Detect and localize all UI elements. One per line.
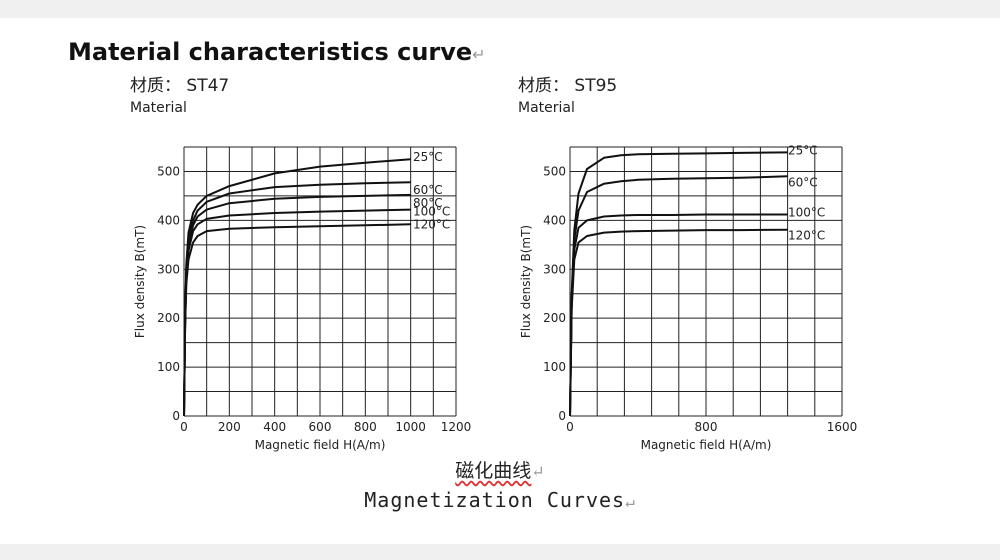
material-label: Material (130, 100, 187, 116)
caption-chinese: 磁化曲线 (455, 460, 532, 482)
series-label: 120°C (788, 229, 825, 243)
series-label: 25°C (788, 143, 818, 157)
x-tick-label: 0 (180, 420, 188, 434)
return-mark-icon: ↵ (531, 462, 545, 481)
x-tick-label: 800 (354, 420, 377, 434)
series-label: 100°C (788, 205, 825, 219)
series-label: 60°C (413, 183, 443, 197)
series-label: 25°C (413, 150, 443, 164)
page-heading: Material characteristics curve↵ (68, 38, 486, 66)
series-label: 80°C (413, 196, 443, 210)
y-tick-label: 0 (172, 409, 180, 423)
x-tick-label: 1000 (395, 420, 426, 434)
return-mark-icon: ↵ (625, 492, 636, 511)
y-tick-label: 200 (543, 311, 566, 325)
x-axis-label: Magnetic field H(A/m) (641, 438, 772, 452)
grid (183, 146, 457, 417)
y-tick-label: 0 (558, 409, 566, 423)
return-mark-icon: ↵ (472, 45, 486, 64)
series-line-120C (569, 228, 788, 417)
chart-st95: 材质： ST95 Material 0 800 1600 0 100 200 300 400 500… (518, 76, 858, 452)
y-tick-label: 500 (157, 164, 180, 178)
caption-chinese-line: 磁化曲线↵ (0, 456, 1000, 483)
material-label: Material (518, 100, 575, 116)
x-tick-label: 1600 (827, 420, 858, 434)
x-tick-label: 1200 (441, 420, 472, 434)
x-tick-label: 200 (218, 420, 241, 434)
y-tick-label: 100 (543, 360, 566, 374)
material-code-label: 材质： ST95 (518, 76, 617, 96)
y-tick-label: 500 (543, 164, 566, 178)
caption-english-line: Magnetization Curves↵ (0, 488, 1000, 512)
y-tick-label: 300 (157, 262, 180, 276)
x-tick-label: 0 (566, 420, 574, 434)
y-tick-label: 400 (543, 213, 566, 227)
chart-st47: 材质： ST47 Material 0 200 400 600 800 1000 1200 0 10… (130, 76, 472, 452)
y-axis-label: Flux density B(mT) (519, 225, 533, 338)
series-label: 60°C (788, 175, 818, 189)
y-tick-label: 200 (157, 311, 180, 325)
y-tick-label: 300 (543, 262, 566, 276)
x-axis-label: Magnetic field H(A/m) (255, 438, 386, 452)
series-label: 100°C (413, 205, 450, 219)
page: Material characteristics curve↵ 材质： ST47… (0, 18, 1000, 544)
x-tick-label: 600 (309, 420, 332, 434)
x-tick-label: 800 (695, 420, 718, 434)
y-tick-label: 400 (157, 213, 180, 227)
material-code-label: 材质： ST47 (130, 76, 229, 96)
y-axis-label: Flux density B(mT) (133, 225, 147, 338)
x-tick-label: 400 (263, 420, 286, 434)
caption-english: Magnetization Curves (364, 488, 626, 512)
series-label: 120°C (413, 217, 450, 231)
heading-title: Material characteristics curve (68, 38, 473, 66)
series-line-120C (183, 223, 411, 417)
y-tick-label: 100 (157, 360, 180, 374)
